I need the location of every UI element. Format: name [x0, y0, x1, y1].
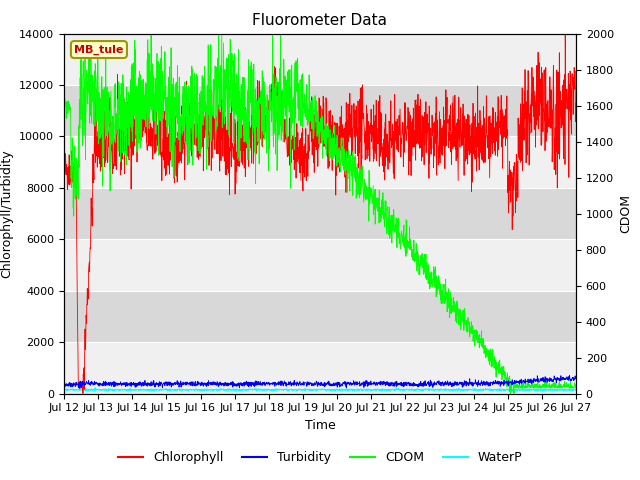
Bar: [64, 85, 576, 136]
X-axis label: Time: Time: [305, 419, 335, 432]
Bar: [64, 291, 576, 342]
Y-axis label: CDOM: CDOM: [620, 194, 632, 233]
Y-axis label: Chlorophyll/Turbidity: Chlorophyll/Turbidity: [1, 149, 13, 278]
Bar: [64, 240, 576, 291]
Legend: Chlorophyll, Turbidity, CDOM, WaterP: Chlorophyll, Turbidity, CDOM, WaterP: [113, 446, 527, 469]
Bar: [64, 34, 576, 85]
Bar: [64, 342, 576, 394]
Bar: [64, 136, 576, 188]
Title: Fluorometer Data: Fluorometer Data: [253, 13, 387, 28]
Bar: [64, 188, 576, 240]
Text: MB_tule: MB_tule: [74, 44, 124, 55]
